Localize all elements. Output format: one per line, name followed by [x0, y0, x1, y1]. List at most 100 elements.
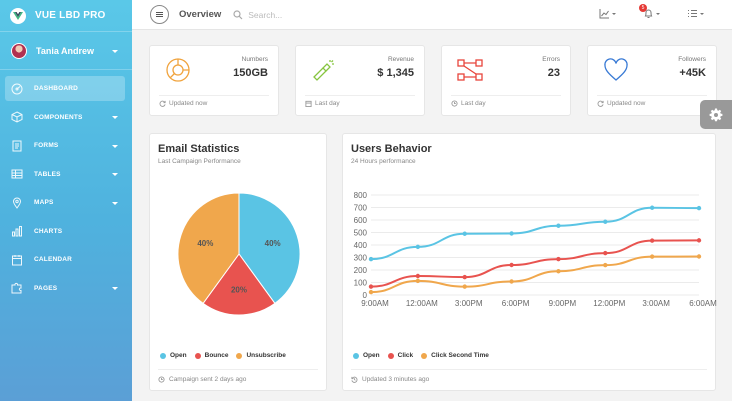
stat-label: Errors	[542, 56, 560, 63]
card-footer: Campaign sent 2 days ago	[158, 369, 318, 383]
data-point	[509, 231, 514, 236]
data-point	[462, 231, 467, 236]
sidebar-item-label: TABLES	[34, 170, 61, 178]
stat-footer-text: Last day	[315, 100, 340, 107]
menu-toggle-button[interactable]	[150, 5, 169, 24]
data-point	[415, 244, 421, 250]
stat-card-numbers: Numbers 150GB Updated now	[149, 45, 279, 116]
x-tick-label: 3:00AM	[642, 299, 670, 308]
y-tick-label: 200	[354, 266, 368, 275]
y-tick-label: 700	[354, 204, 368, 213]
map-pin-icon	[11, 197, 23, 209]
gear-icon	[709, 108, 723, 121]
avatar	[11, 42, 27, 59]
dashboard-icon	[11, 83, 23, 95]
notifications-dropdown[interactable]: 5	[639, 4, 660, 19]
data-point	[462, 284, 467, 289]
sidebar-item-label: MAPS	[34, 199, 54, 206]
search-input[interactable]: Search...	[248, 9, 283, 20]
legend-item: Open	[353, 352, 380, 359]
settings-toggle-button[interactable]	[700, 100, 732, 129]
sidebar-item-label: FORMS	[34, 142, 59, 149]
legend-label: Bounce	[204, 352, 229, 359]
bell-icon	[644, 9, 653, 18]
brand[interactable]: VUE LBD PRO	[0, 0, 132, 32]
card-title: Users Behavior	[351, 143, 432, 155]
list-icon	[688, 10, 697, 17]
forms-icon	[11, 140, 23, 152]
sidebar-item-charts[interactable]: CHARTS	[5, 219, 125, 244]
sidebar-item-components[interactable]: COMPONENTS	[5, 105, 125, 130]
sidebar-item-pages[interactable]: PAGES	[5, 276, 125, 301]
legend-item: Bounce	[194, 352, 229, 359]
y-tick-label: 300	[354, 254, 368, 263]
calendar-icon	[11, 254, 23, 266]
sidebar-item-dashboard[interactable]: DASHBOARD	[5, 76, 125, 101]
data-point	[696, 238, 702, 243]
pie-slice-label: 40%	[265, 239, 281, 248]
sidebar-item-forms[interactable]: FORMS	[5, 133, 125, 158]
data-point	[649, 205, 655, 210]
brand-name: VUE LBD PRO	[35, 10, 106, 21]
calendar-icon	[305, 100, 312, 107]
heart-icon	[604, 58, 628, 81]
user-menu[interactable]: Tania Andrew	[0, 32, 132, 70]
stat-label: Followers	[678, 56, 706, 63]
data-point	[368, 256, 374, 262]
stat-footer: Updated now	[159, 95, 269, 107]
data-point	[368, 289, 374, 295]
chevron-down-icon	[112, 144, 118, 148]
chart-pie-icon	[166, 58, 190, 82]
y-tick-label: 400	[354, 241, 368, 250]
search-box[interactable]: Search...	[233, 10, 282, 20]
data-point	[603, 219, 608, 224]
y-tick-label: 600	[354, 216, 368, 225]
chevron-down-icon	[112, 201, 118, 205]
chevron-down-icon	[112, 49, 118, 53]
data-point	[415, 278, 421, 284]
dashboard-dropdown[interactable]	[599, 8, 616, 19]
legend-label: Click	[397, 352, 414, 359]
chevron-down-icon	[112, 116, 118, 119]
pie-slice	[177, 192, 240, 305]
flashlight-icon	[313, 60, 334, 81]
y-tick-label: 100	[354, 279, 368, 288]
card-footer: Updated 3 minutes ago	[351, 369, 707, 383]
card-footer-text: Campaign sent 2 days ago	[169, 376, 247, 383]
card-subtitle: Last Campaign Performance	[158, 158, 241, 165]
data-point	[696, 205, 702, 211]
sidebar-item-label: CHARTS	[34, 227, 63, 235]
sidebar-item-maps[interactable]: MAPS	[5, 190, 125, 215]
x-tick-label: 3:00PM	[455, 299, 483, 308]
stat-label: Numbers	[241, 56, 268, 63]
data-point	[509, 279, 514, 284]
y-tick-label: 0	[363, 291, 368, 300]
y-tick-label: 800	[354, 191, 368, 200]
legend-label: Open	[170, 352, 187, 359]
stat-footer-text: Last day	[461, 100, 486, 107]
sidebar-item-calendar[interactable]: CALENDAR	[5, 247, 125, 272]
user-name: Tania Andrew	[36, 45, 95, 56]
data-point	[556, 269, 561, 274]
chevron-down-icon	[612, 12, 616, 15]
data-point	[509, 262, 514, 268]
stat-card-revenue: Revenue $ 1,345 Last day	[295, 45, 425, 116]
sidebar-item-tables[interactable]: TABLES	[5, 162, 125, 187]
data-point	[649, 238, 655, 243]
sidebar: VUE LBD PRO Tania Andrew DASHBOARD COMPO…	[0, 0, 132, 401]
navbar-actions: 5	[599, 4, 704, 19]
notification-badge: 5	[639, 4, 647, 12]
stat-footer-text: Updated now	[169, 100, 208, 107]
hamburger-icon	[156, 14, 163, 15]
network-icon	[457, 59, 483, 81]
series-line	[370, 255, 700, 294]
legend-item: Open	[160, 352, 187, 359]
sidebar-nav: DASHBOARD COMPONENTS FORMS TABLES MAPS C…	[0, 70, 132, 301]
legend-dot	[421, 352, 428, 359]
series-line	[370, 239, 700, 288]
x-tick-label: 12:00PM	[593, 299, 625, 308]
options-dropdown[interactable]	[687, 8, 704, 19]
clock-icon	[451, 100, 458, 107]
stat-value: 150GB	[233, 67, 268, 79]
top-navbar: Overview Search... 5	[132, 0, 732, 30]
